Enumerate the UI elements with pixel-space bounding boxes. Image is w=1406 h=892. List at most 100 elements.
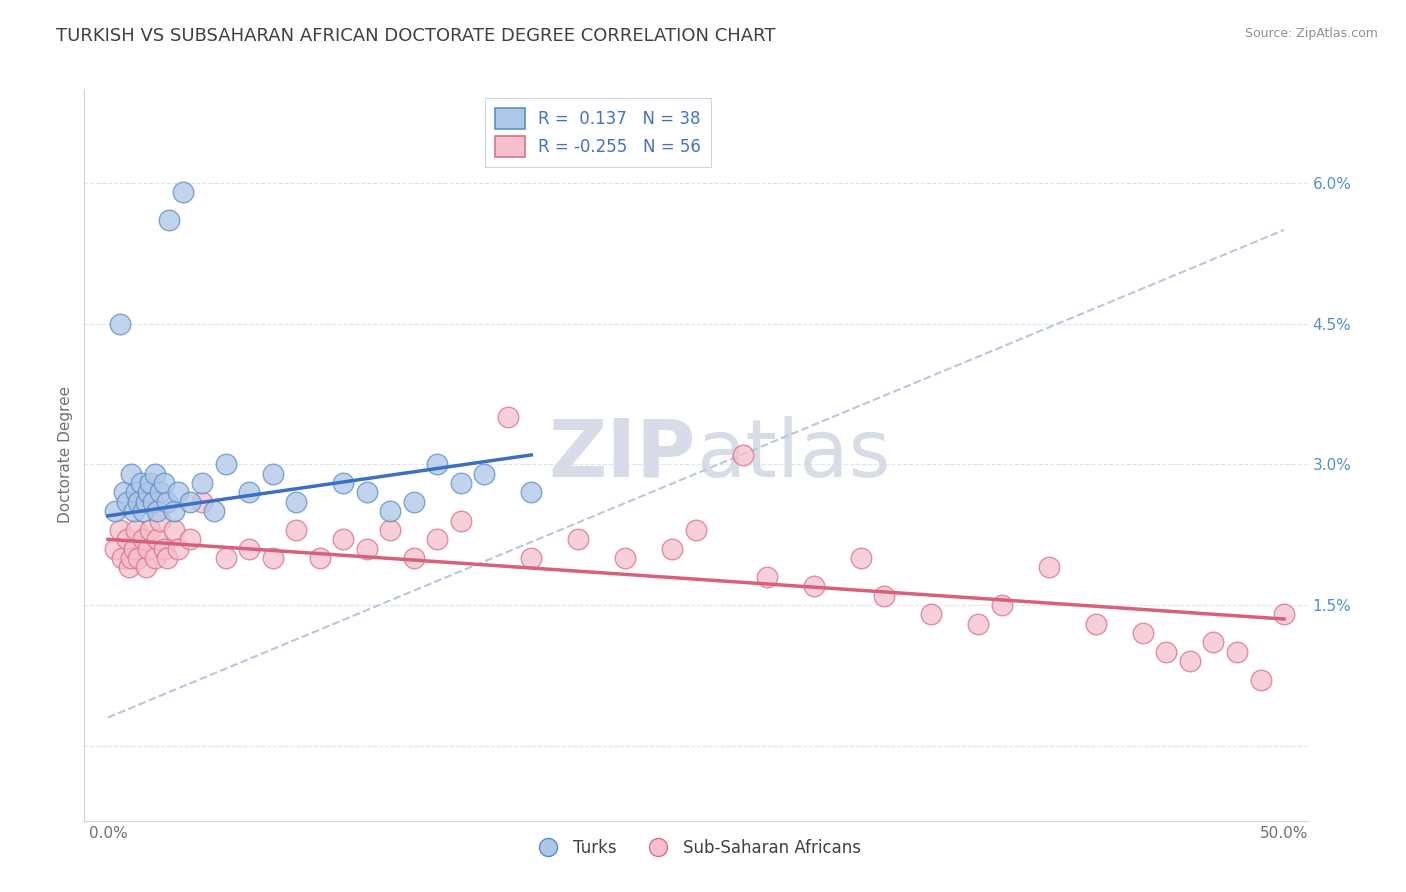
Point bbox=[157, 213, 180, 227]
Point bbox=[167, 541, 190, 556]
Point bbox=[146, 504, 169, 518]
Point bbox=[402, 551, 425, 566]
Point bbox=[661, 541, 683, 556]
Point bbox=[153, 541, 176, 556]
Point bbox=[142, 495, 165, 509]
Point bbox=[262, 551, 284, 566]
Point bbox=[380, 504, 402, 518]
Text: atlas: atlas bbox=[696, 416, 890, 494]
Point bbox=[143, 551, 166, 566]
Point bbox=[426, 458, 449, 472]
Point bbox=[136, 485, 159, 500]
Point bbox=[450, 476, 472, 491]
Point bbox=[402, 495, 425, 509]
Point bbox=[332, 533, 354, 547]
Point bbox=[285, 495, 308, 509]
Point bbox=[115, 533, 138, 547]
Point bbox=[1084, 616, 1107, 631]
Point bbox=[849, 551, 872, 566]
Point bbox=[104, 504, 127, 518]
Point bbox=[238, 485, 260, 500]
Point bbox=[202, 504, 225, 518]
Point bbox=[115, 495, 138, 509]
Point bbox=[139, 476, 162, 491]
Point bbox=[214, 551, 236, 566]
Point bbox=[803, 579, 825, 593]
Text: TURKISH VS SUBSAHARAN AFRICAN DOCTORATE DEGREE CORRELATION CHART: TURKISH VS SUBSAHARAN AFRICAN DOCTORATE … bbox=[56, 27, 776, 45]
Point bbox=[262, 467, 284, 481]
Point bbox=[163, 504, 186, 518]
Point bbox=[472, 467, 495, 481]
Point bbox=[122, 504, 145, 518]
Point bbox=[111, 551, 134, 566]
Point bbox=[143, 467, 166, 481]
Point bbox=[153, 476, 176, 491]
Point bbox=[285, 523, 308, 537]
Point bbox=[356, 485, 378, 500]
Point bbox=[125, 523, 148, 537]
Point bbox=[118, 560, 141, 574]
Point bbox=[755, 570, 778, 584]
Point bbox=[873, 589, 896, 603]
Point bbox=[520, 551, 543, 566]
Text: Source: ZipAtlas.com: Source: ZipAtlas.com bbox=[1244, 27, 1378, 40]
Point bbox=[104, 541, 127, 556]
Point bbox=[127, 551, 149, 566]
Point bbox=[132, 533, 155, 547]
Point bbox=[179, 495, 201, 509]
Y-axis label: Doctorate Degree: Doctorate Degree bbox=[58, 386, 73, 524]
Point bbox=[1272, 607, 1295, 622]
Point bbox=[380, 523, 402, 537]
Point bbox=[156, 495, 179, 509]
Text: ZIP: ZIP bbox=[548, 416, 696, 494]
Point bbox=[991, 598, 1014, 612]
Point bbox=[135, 495, 157, 509]
Point bbox=[127, 495, 149, 509]
Point bbox=[167, 485, 190, 500]
Point bbox=[1178, 654, 1201, 668]
Point bbox=[120, 467, 142, 481]
Point bbox=[191, 495, 214, 509]
Point bbox=[214, 458, 236, 472]
Point bbox=[125, 485, 148, 500]
Point bbox=[135, 560, 157, 574]
Point bbox=[967, 616, 990, 631]
Point bbox=[238, 541, 260, 556]
Point bbox=[426, 533, 449, 547]
Point bbox=[567, 533, 589, 547]
Point bbox=[120, 551, 142, 566]
Point bbox=[179, 533, 201, 547]
Point bbox=[136, 541, 159, 556]
Point bbox=[139, 523, 162, 537]
Point bbox=[1202, 635, 1225, 649]
Point bbox=[1250, 673, 1272, 687]
Point bbox=[496, 410, 519, 425]
Point bbox=[163, 523, 186, 537]
Point bbox=[450, 514, 472, 528]
Point bbox=[191, 476, 214, 491]
Point bbox=[308, 551, 330, 566]
Point bbox=[172, 186, 194, 200]
Point bbox=[1038, 560, 1060, 574]
Point bbox=[731, 448, 754, 462]
Legend: Turks, Sub-Saharan Africans: Turks, Sub-Saharan Africans bbox=[524, 832, 868, 863]
Point bbox=[685, 523, 707, 537]
Point bbox=[149, 485, 172, 500]
Point bbox=[149, 514, 172, 528]
Point bbox=[332, 476, 354, 491]
Point bbox=[146, 533, 169, 547]
Point bbox=[112, 485, 135, 500]
Point bbox=[614, 551, 637, 566]
Point bbox=[108, 317, 131, 331]
Point bbox=[156, 551, 179, 566]
Point bbox=[122, 541, 145, 556]
Point bbox=[1132, 626, 1154, 640]
Point bbox=[356, 541, 378, 556]
Point bbox=[108, 523, 131, 537]
Point bbox=[920, 607, 942, 622]
Point bbox=[520, 485, 543, 500]
Point bbox=[1156, 645, 1178, 659]
Point bbox=[132, 504, 155, 518]
Point bbox=[129, 476, 152, 491]
Point bbox=[1226, 645, 1249, 659]
